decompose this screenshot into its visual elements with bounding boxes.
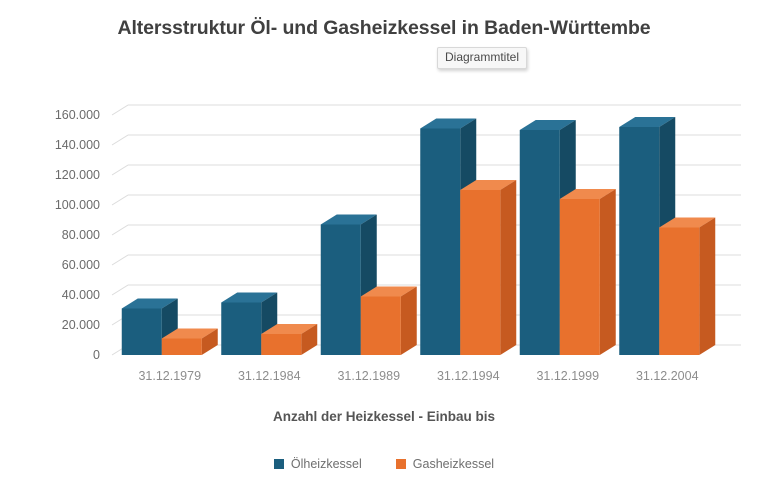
y-axis-tick-label: 100.000 [54, 198, 100, 212]
legend-swatch-icon [395, 459, 406, 469]
x-axis-tick-label: 31.12.1999 [536, 369, 600, 383]
x-axis-tick-label: 31.12.1984 [237, 369, 301, 383]
legend-item-oelheizkessel[interactable]: Ölheizkessel [273, 457, 362, 471]
chart-title-tooltip: Diagrammtitel [437, 47, 528, 69]
legend-item-gasheizkessel[interactable]: Gasheizkessel [395, 457, 495, 471]
bar-ölheizkessel-31.12.1999[interactable] [519, 120, 576, 355]
x-axis-tick-label: 31.12.2004 [635, 369, 699, 383]
y-axis-tick-label: 60.000 [61, 258, 100, 272]
legend-label: Ölheizkessel [290, 457, 362, 471]
y-axis-tick-label: 160.000 [54, 108, 100, 122]
y-axis-tick-label: 140.000 [54, 138, 100, 152]
bar-gasheizkessel-31.12.1979[interactable] [161, 328, 218, 356]
legend-label: Gasheizkessel [412, 457, 495, 471]
bar-gasheizkessel-31.12.1994[interactable] [460, 180, 517, 355]
x-axis-tick-label: 31.12.1989 [337, 369, 401, 383]
x-axis-tick-label: 31.12.1979 [138, 369, 202, 383]
legend-swatch-icon [273, 459, 284, 469]
y-axis-tick-label: 20.000 [61, 318, 100, 332]
x-axis-title: Anzahl der Heizkessel - Einbau bis [272, 409, 496, 424]
bar-gasheizkessel-31.12.1984[interactable] [261, 324, 318, 355]
bar-gasheizkessel-31.12.2004[interactable] [659, 217, 716, 356]
x-axis-tick-label: 31.12.1994 [436, 369, 500, 383]
y-axis: 0 20.000 40.000 60.000 80.000 100.000 120.000 1… [10, 0, 100, 489]
chart-title: Altersstruktur Öl- und Gasheizkessel in … [117, 17, 651, 39]
chart-legend: Ölheizkessel Gasheizkessel [0, 457, 768, 471]
y-axis-tick-label: 120.000 [54, 168, 100, 182]
bar-ölheizkessel-31.12.1989[interactable] [320, 214, 377, 356]
bar-gasheizkessel-31.12.1999[interactable] [559, 189, 616, 355]
y-axis-tick-label: 80.000 [61, 228, 100, 242]
bar-gasheizkessel-31.12.1989[interactable] [360, 286, 417, 356]
y-axis-tick-label: 0 [93, 348, 100, 362]
y-axis-tick-label: 40.000 [61, 288, 100, 302]
